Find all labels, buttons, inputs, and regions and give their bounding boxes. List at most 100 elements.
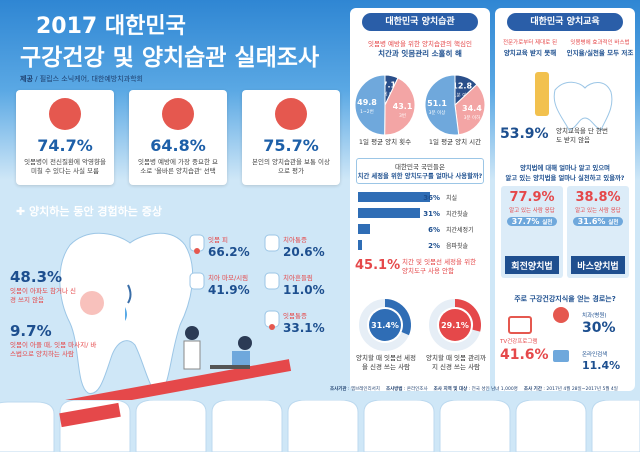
- donut-value: 31.4%: [371, 321, 399, 330]
- stat-card: 64.8% 잇몸병 예방에 가장 중요한 요소로 '올바른 양치습관' 선택: [129, 90, 227, 185]
- no-tool-text: 치간 및 잇몸선 세정을 위한 양치도구 사용 안함: [402, 258, 477, 275]
- footer-label: 조사기관: [330, 387, 347, 392]
- known-value: 77.9%: [509, 190, 555, 205]
- footer: 조사기관 : 엠브레인리서치 조사방법 : 온라인조사 조사 지역 및 대상 : 전…: [330, 386, 624, 392]
- stat-card: 75.7% 본인의 양치습관을 보통 이상으로 평가: [242, 90, 340, 185]
- never-value: 53.9%: [500, 126, 549, 142]
- question: 대한민국 국민들은: [395, 163, 445, 171]
- subtitle: 잇몸병 예방을 위한 양치습관의 핵심인: [368, 40, 472, 48]
- icon: [275, 98, 307, 130]
- decoration: [264, 234, 280, 252]
- footer-text: 엠브레인리서치: [350, 387, 380, 392]
- tool-label: 음파칫솔: [446, 242, 469, 250]
- pie-label: 3분 이하: [464, 114, 482, 121]
- panel-title: 대한민국 양치습관: [362, 13, 478, 31]
- channel-label: 온라인검색: [582, 352, 608, 358]
- channel-value: 30%: [582, 320, 616, 336]
- known-label: 알고 있는 사람 응답: [509, 208, 555, 214]
- donut-value: 29.1%: [441, 321, 469, 330]
- toothbrush: [65, 359, 292, 400]
- method-name-box: [505, 256, 559, 274]
- decoration: [183, 340, 201, 370]
- method-name: 바스양치법: [577, 262, 619, 272]
- decoration: [238, 336, 252, 350]
- known-value: 38.8%: [575, 190, 621, 205]
- subtitle: 인지율/실천율 모두 저조: [566, 49, 634, 57]
- footer-item: 조사 지역 및 대상 : 전국 성인 남녀 1,000명: [433, 387, 518, 392]
- tv-icon: [508, 316, 532, 334]
- footer-text: 전국 성인 남녀 1,000명: [471, 387, 518, 392]
- decoration: [287, 400, 359, 452]
- pie-slice: [384, 77, 416, 136]
- decoration: [211, 400, 283, 452]
- footer-text: 온라인조사: [406, 387, 428, 392]
- decoration: [439, 400, 511, 452]
- question: 양치법에 대해 얼마나 알고 있으며: [520, 165, 610, 172]
- tool-label: 치간칫솔: [446, 210, 469, 218]
- practice-label: 실천: [608, 220, 619, 226]
- symptom-value: 11.0%: [283, 283, 325, 297]
- habits-graphics: 7.14회 이상 43.13번 49.81~2번 12.81분 이하 34.43분 이하…: [354, 74, 486, 351]
- pie-label: 3분 이상: [429, 109, 446, 116]
- pie-value: 49.8: [357, 98, 377, 107]
- symptom-label: 치아흔들림: [283, 274, 313, 282]
- decoration: [194, 248, 200, 254]
- tool-value: 31%: [423, 210, 440, 218]
- symptom-label: 치아 마모/시림: [208, 274, 249, 282]
- channels-title: 주로 구강건강지식을 얻는 경로는?: [514, 295, 616, 303]
- channel-value: 41.6%: [500, 347, 549, 363]
- donut-center: [369, 309, 401, 341]
- decoration: [189, 272, 205, 290]
- tool-bar: [358, 208, 420, 218]
- symptom-art: [59, 232, 292, 400]
- subtitle: 치간과 잇몸관리 소홀히 해: [378, 49, 462, 58]
- footer-label: 조사 지역 및 대상: [433, 387, 468, 392]
- decoration: [515, 400, 587, 452]
- pie-value: 12.8: [452, 81, 472, 90]
- tool-bar: [358, 224, 370, 234]
- pie-slice: [424, 74, 460, 136]
- stat-text: 잇몸병 예방에 가장 중요한 요소로 '올바른 양치습관' 선택: [137, 158, 219, 175]
- tool-bar: [358, 192, 430, 202]
- toothpaste: [535, 72, 549, 116]
- pie-value: 43.1: [393, 102, 413, 111]
- subtitle: 전문가로부터 제대로 된: [502, 40, 558, 46]
- decoration: [363, 400, 435, 452]
- stat-card: 74.7% 잇몸병이 전신질환에 악영향을 미칠 수 있다는 사실 모름: [16, 90, 114, 185]
- highlight-value: 48.3%: [10, 268, 63, 286]
- channel-value: 11.4%: [582, 359, 621, 372]
- cheek: [80, 291, 104, 315]
- symptom-label: 잇몸 피: [208, 236, 229, 244]
- icon: [162, 98, 194, 130]
- icon: [49, 98, 81, 130]
- tear: [125, 307, 127, 321]
- donut-center: [439, 309, 471, 341]
- decoration: [59, 402, 121, 428]
- stat-value: 74.7%: [37, 136, 93, 155]
- no-tool-value: 45.1%: [355, 258, 401, 273]
- footer-item: 조사방법 : 온라인조사: [385, 387, 428, 392]
- question: 알고 있는 양치법을 얼마나 실천하고 있을까?: [505, 175, 625, 182]
- practice-label: 실천: [542, 220, 553, 226]
- decoration: [232, 351, 250, 365]
- pie-value: 51.1: [427, 99, 447, 108]
- tool-label: 치실: [446, 194, 457, 202]
- donut-text: 양치할 때 잇몸선 세정을 신경 쓰는 사람: [355, 354, 417, 371]
- section-title: ✚ 양치하는 동안 경험하는 증상: [16, 205, 162, 218]
- donut-arc: [454, 299, 481, 332]
- panel-title: 대한민국 양치교육: [507, 13, 623, 31]
- tool-value: 2%: [428, 242, 440, 250]
- decoration: [0, 401, 55, 452]
- highlight-text: 잇몸이 아플 때, 잇몸 마사지/ 바스법으로 양치하는 사람: [10, 341, 97, 358]
- method-box: [501, 186, 563, 278]
- subtitle: 양치교육 받지 못해: [503, 49, 557, 57]
- doctor-patient: [183, 326, 252, 370]
- decoration: [0, 400, 640, 452]
- donut-arc: [384, 299, 411, 336]
- method-name: 회전양치법: [511, 262, 553, 272]
- footer-item: 조사기관 : 엠브레인리서치: [330, 387, 380, 392]
- stat-text: 잇몸병이 전신질환에 악영향을 미칠 수 있다는 사실 모름: [24, 158, 106, 175]
- known-label: 알고 있는 사람 응답: [575, 208, 621, 214]
- donut-text: 양치할 때 잇몸 관리까지 신경 쓰는 사람: [425, 354, 487, 371]
